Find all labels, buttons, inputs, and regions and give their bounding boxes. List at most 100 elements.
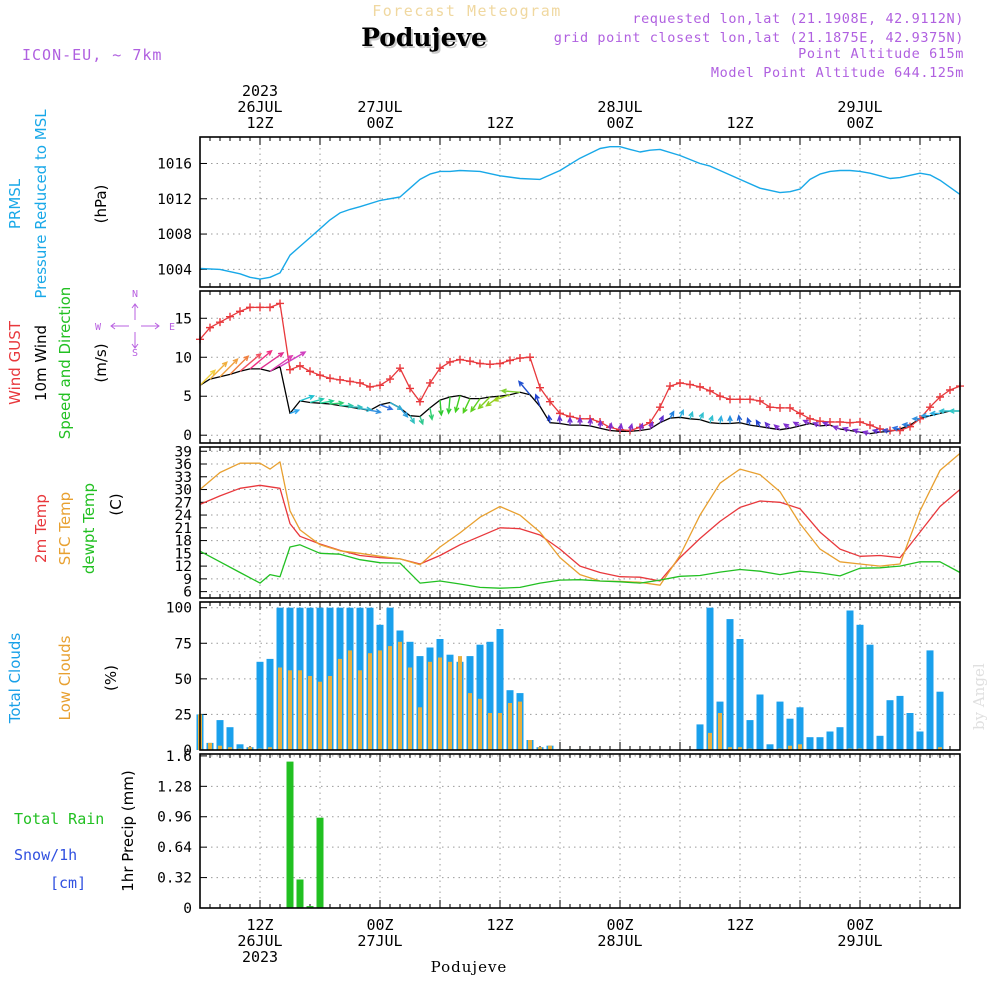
gust-marker	[386, 375, 394, 384]
wind-direction-arrow	[764, 421, 771, 429]
header-place: Podujeve	[361, 23, 487, 52]
total-cloud-bar	[936, 691, 944, 750]
wind-direction-arrow	[891, 425, 901, 432]
y-tick-label: 0	[183, 428, 192, 444]
y-tick-label: 1012	[157, 192, 192, 208]
compass-south: S	[132, 348, 138, 359]
low-cloud-bar	[788, 745, 792, 750]
y-tick-label: 0	[183, 743, 192, 759]
gust-marker	[246, 303, 254, 312]
wind-direction-arrow	[546, 414, 553, 423]
total-cloud-bar	[826, 731, 834, 750]
gust-marker	[496, 359, 504, 368]
total-cloud-bar	[906, 713, 914, 750]
panel-border	[199, 753, 961, 909]
low-cloud-bar	[218, 745, 222, 750]
wind-direction-arrow	[607, 422, 614, 431]
y-tick-label: 100	[166, 601, 192, 617]
low-cloud-bar	[288, 670, 292, 750]
wind-direction-arrow	[678, 408, 684, 418]
low-cloud-bar	[708, 732, 712, 750]
wind-direction-arrow	[319, 398, 335, 405]
compass-rose-icon	[110, 303, 160, 349]
wind-direction-arrow	[556, 414, 563, 424]
gust-marker	[286, 365, 294, 374]
wind-direction-arrow	[409, 415, 415, 425]
total-cloud-bar	[926, 650, 934, 750]
wind-direction-arrow	[259, 351, 285, 370]
panel-border	[199, 601, 961, 751]
gust-marker	[446, 357, 454, 366]
total-cloud-bar	[256, 661, 264, 750]
wind-direction-arrow	[534, 393, 541, 407]
total-cloud-bar	[476, 644, 484, 750]
wind-direction-arrow	[861, 430, 871, 436]
total-cloud-bar	[866, 644, 874, 750]
bottom-time-label: 12Z	[246, 916, 273, 934]
header-model: ICON-EU, ~ 7km	[22, 46, 162, 64]
y-tick-label: 12	[175, 559, 192, 575]
wind-direction-arrow	[359, 406, 373, 413]
low-cloud-bar	[478, 698, 482, 750]
gust-marker	[716, 392, 724, 401]
gust-marker	[506, 356, 514, 365]
gust-marker	[356, 378, 364, 387]
gust-marker	[656, 403, 664, 412]
precip-panel: 0 0.32 0.64 0.96 1.28 1.6 1hr Precip (mm) Total…	[14, 749, 961, 917]
gust-marker	[256, 303, 264, 312]
wind-gust-axis-label: Wind GUST	[6, 320, 24, 405]
wind-direction-arrow	[329, 400, 345, 407]
total-cloud-bar	[756, 694, 764, 750]
low-clouds-axis-label: Low Clouds	[56, 635, 74, 720]
y-tick-label: 1.28	[157, 779, 192, 795]
wind-direction-arrow	[418, 416, 424, 426]
total-cloud-bar	[736, 639, 744, 750]
gust-marker	[336, 375, 344, 384]
low-cloud-bar	[318, 681, 322, 750]
gust-marker	[206, 323, 214, 332]
gust-marker	[366, 382, 374, 391]
y-tick-label: 10	[175, 350, 192, 366]
gust-marker	[936, 393, 944, 402]
panel-border	[199, 290, 961, 444]
gust-marker	[476, 359, 484, 368]
gust-marker	[406, 384, 414, 393]
total-cloud-bar	[696, 724, 704, 750]
wind-speed-axis-label: 10m Wind	[32, 325, 50, 401]
wind-direction-arrow	[812, 422, 821, 428]
wind-direction-arrow	[658, 414, 664, 424]
gust-marker	[316, 371, 324, 380]
y-tick-label: 33	[175, 470, 192, 486]
total-cloud-bar	[316, 607, 324, 750]
total-cloud-bar	[836, 727, 844, 750]
wind-direction-arrow	[209, 361, 228, 380]
wind-direction-arrow	[948, 408, 960, 414]
top-time-label: 2023	[242, 82, 278, 100]
y-tick-label: 15	[175, 311, 192, 327]
low-cloud-bar	[428, 661, 432, 750]
temp-2m-line	[199, 484, 961, 582]
low-cloud-bar	[358, 670, 362, 750]
wind-direction-arrow	[438, 400, 444, 417]
footer-place: Podujeve	[431, 958, 508, 976]
gust-marker	[416, 397, 424, 406]
y-tick-label: 27	[175, 495, 192, 511]
total-cloud-bar	[916, 731, 924, 750]
wind-direction-arrow	[841, 426, 851, 433]
low-cloud-bar	[208, 742, 212, 750]
compass-north: N	[132, 289, 138, 300]
gust-marker	[456, 355, 464, 364]
wind-direction-arrow	[492, 394, 511, 402]
total-cloud-bar	[796, 707, 804, 750]
low-cloud-bar	[328, 676, 332, 750]
gust-marker	[846, 418, 854, 427]
low-cloud-bar	[298, 670, 302, 750]
low-cloud-bar	[798, 744, 802, 750]
low-cloud-bar	[418, 707, 422, 750]
gust-marker	[856, 417, 864, 426]
rain-bar	[306, 906, 314, 908]
wind-direction-arrow	[871, 428, 881, 435]
wind-direction-arrow	[698, 411, 704, 420]
top-time-label: 12Z	[726, 114, 753, 132]
